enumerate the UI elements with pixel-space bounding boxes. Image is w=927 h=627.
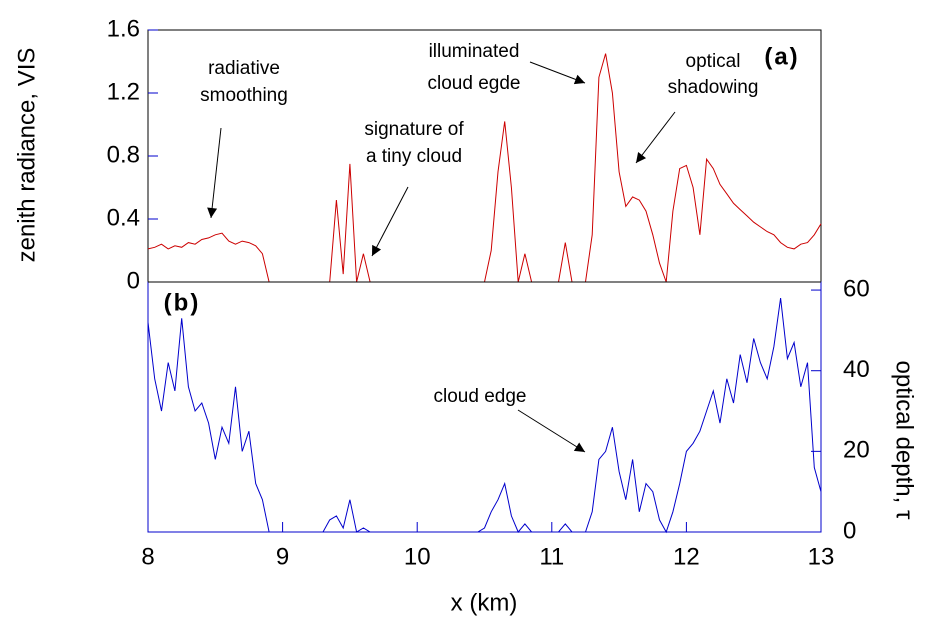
y-axis-label: zenith radiance, VIS [13, 48, 40, 263]
arrow [635, 111, 676, 164]
panel-label: (a) [764, 43, 799, 70]
y2-tick-label: 20 [843, 437, 870, 464]
x-tick-label: 10 [404, 543, 431, 570]
y2-tick-label: 40 [843, 356, 870, 383]
panel-label: (b) [164, 289, 201, 316]
annotation: signature of [364, 119, 464, 140]
annotation: optical [686, 51, 741, 72]
x-tick-label: 11 [539, 543, 564, 570]
arrow [207, 127, 222, 219]
annotation: a tiny cloud [366, 146, 462, 167]
y2-tick-label: 0 [843, 517, 856, 544]
annotation: illuminated [429, 41, 520, 62]
arrows [207, 61, 676, 453]
x-axis-label: x (km) [451, 589, 518, 616]
y2-axis-label: optical depth, τ [891, 361, 918, 520]
x-tick-label: 13 [808, 543, 835, 570]
annotation: radiative [208, 58, 280, 79]
arrow [371, 186, 409, 257]
arrow [529, 61, 586, 85]
x-tick-label: 8 [141, 543, 154, 570]
x-tick-label: 12 [673, 543, 700, 570]
y2-tick-label: 60 [843, 275, 870, 302]
annotation: smoothing [200, 85, 288, 106]
data-line [147, 298, 822, 534]
annotation: shadowing [668, 77, 759, 98]
y-tick-label: 1.6 [107, 15, 140, 42]
y-tick-label: 1.2 [107, 78, 140, 105]
annotation: cloud egde [428, 73, 521, 94]
annotation: cloud edge [434, 386, 527, 407]
arrow [517, 409, 586, 453]
y-tick-label: 0 [127, 267, 140, 294]
x-tick-label: 9 [276, 543, 289, 570]
y-tick-label: 0.4 [107, 204, 140, 231]
y-tick-label: 0.8 [107, 141, 140, 168]
